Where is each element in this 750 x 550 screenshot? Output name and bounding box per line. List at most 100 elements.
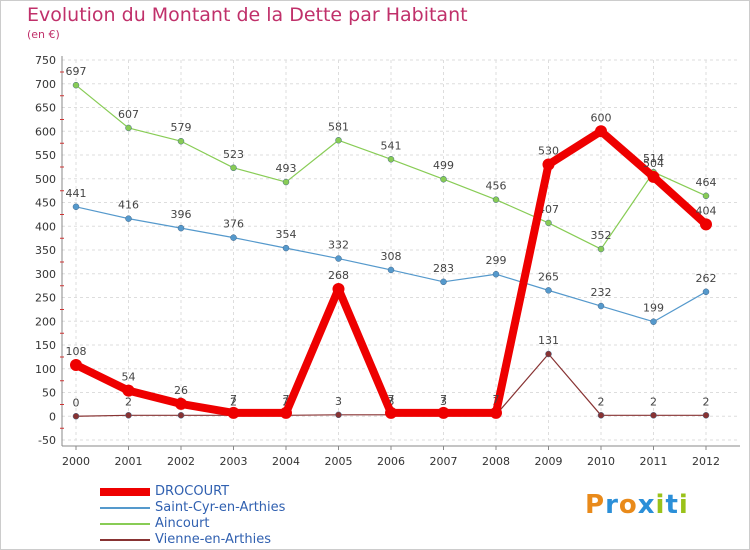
data-label: 396 bbox=[171, 208, 192, 221]
x-tick-label: 2011 bbox=[640, 455, 668, 468]
logo-letter: r bbox=[605, 490, 619, 520]
y-tick-label: 350 bbox=[35, 244, 56, 257]
data-label: 464 bbox=[696, 176, 717, 189]
data-point bbox=[492, 270, 500, 278]
data-point bbox=[702, 412, 710, 419]
x-tick-label: 2008 bbox=[482, 455, 510, 468]
y-tick-label: 500 bbox=[35, 173, 56, 186]
x-tick-label: 2006 bbox=[377, 455, 405, 468]
data-point bbox=[70, 358, 82, 371]
data-point bbox=[440, 175, 447, 183]
data-point bbox=[227, 406, 240, 419]
logo-letter: i bbox=[655, 490, 666, 520]
data-point bbox=[387, 266, 395, 274]
data-label: 352 bbox=[591, 229, 612, 242]
data-label: 697 bbox=[66, 65, 87, 78]
data-label: 504 bbox=[643, 157, 664, 170]
data-point bbox=[700, 218, 712, 231]
data-label: 530 bbox=[538, 145, 559, 158]
data-label: 7 bbox=[493, 393, 500, 406]
legend-swatch bbox=[100, 488, 150, 496]
data-point bbox=[72, 203, 80, 211]
y-tick-label: 100 bbox=[35, 363, 56, 376]
data-label: 308 bbox=[381, 250, 402, 263]
data-label: 7 bbox=[388, 393, 395, 406]
data-point bbox=[280, 406, 292, 419]
data-label: 299 bbox=[486, 254, 507, 267]
data-label: 2 bbox=[125, 395, 132, 408]
legend-item: DROCOURT bbox=[100, 484, 360, 500]
logo-letter: P bbox=[585, 490, 606, 520]
legend-label: DROCOURT bbox=[155, 484, 230, 499]
data-point bbox=[387, 156, 395, 163]
data-label: 3 bbox=[335, 395, 342, 408]
data-point bbox=[542, 158, 555, 171]
data-label: 493 bbox=[276, 162, 297, 175]
data-point bbox=[335, 411, 342, 419]
data-point bbox=[490, 406, 502, 419]
data-point bbox=[282, 244, 290, 252]
data-point bbox=[545, 350, 552, 358]
legend-item: Vienne-en-Arthies bbox=[100, 532, 360, 548]
data-point bbox=[702, 288, 710, 296]
data-label: 541 bbox=[381, 139, 402, 152]
data-label: 262 bbox=[696, 272, 717, 285]
data-label: 265 bbox=[538, 270, 559, 283]
data-point bbox=[597, 245, 605, 253]
logo-letter: i bbox=[678, 490, 689, 520]
y-tick-label: 0 bbox=[49, 410, 56, 423]
x-tick-label: 2004 bbox=[272, 455, 300, 468]
data-label: 404 bbox=[696, 204, 717, 217]
data-label: 0 bbox=[73, 396, 80, 409]
data-label: 131 bbox=[538, 334, 559, 347]
data-label: 7 bbox=[440, 393, 447, 406]
x-tick-label: 2012 bbox=[692, 455, 720, 468]
logo-letter: o bbox=[618, 490, 638, 520]
y-tick-label: 750 bbox=[35, 54, 56, 67]
data-point bbox=[597, 412, 605, 419]
data-label: 332 bbox=[328, 239, 349, 252]
data-point bbox=[332, 282, 345, 295]
y-tick-label: 250 bbox=[35, 292, 56, 305]
data-label: 581 bbox=[328, 120, 349, 133]
y-tick-label: 450 bbox=[35, 197, 56, 210]
x-tick-label: 2000 bbox=[62, 455, 90, 468]
data-label: 579 bbox=[171, 121, 192, 134]
data-label: 7 bbox=[230, 393, 237, 406]
chart-legend: DROCOURT Saint-Cyr-en-Arthies Aincourt Vien… bbox=[100, 484, 360, 548]
data-point bbox=[650, 318, 657, 325]
y-tick-label: -50 bbox=[38, 434, 56, 447]
data-label: 2 bbox=[650, 395, 657, 408]
x-tick-label: 2007 bbox=[430, 455, 458, 468]
x-tick-label: 2009 bbox=[535, 455, 563, 468]
data-point bbox=[335, 255, 342, 262]
data-point bbox=[492, 196, 500, 203]
legend-label: Vienne-en-Arthies bbox=[155, 532, 271, 547]
y-tick-label: 300 bbox=[35, 268, 56, 281]
data-label: 54 bbox=[122, 371, 136, 384]
data-point bbox=[545, 219, 552, 227]
data-label: 514 bbox=[643, 152, 664, 165]
data-label: 3 bbox=[388, 395, 395, 408]
data-label: 108 bbox=[66, 345, 87, 358]
data-point bbox=[650, 412, 657, 419]
data-label: 283 bbox=[433, 262, 454, 275]
data-point bbox=[177, 412, 185, 419]
data-point bbox=[175, 397, 187, 410]
data-point bbox=[437, 406, 450, 419]
legend-label: Aincourt bbox=[155, 516, 210, 531]
data-label: 7 bbox=[283, 393, 290, 406]
y-tick-label: 550 bbox=[35, 149, 56, 162]
data-point bbox=[177, 224, 185, 232]
x-tick-label: 2005 bbox=[325, 455, 353, 468]
data-label: 2 bbox=[283, 395, 290, 408]
data-point bbox=[177, 137, 185, 145]
logo-letter: t bbox=[665, 490, 679, 520]
y-tick-label: 650 bbox=[35, 102, 56, 115]
legend-swatch bbox=[100, 523, 150, 525]
y-tick-label: 700 bbox=[35, 78, 56, 91]
legend-label: Saint-Cyr-en-Arthies bbox=[155, 500, 286, 515]
x-tick-label: 2003 bbox=[220, 455, 248, 468]
data-label: 2 bbox=[230, 395, 237, 408]
